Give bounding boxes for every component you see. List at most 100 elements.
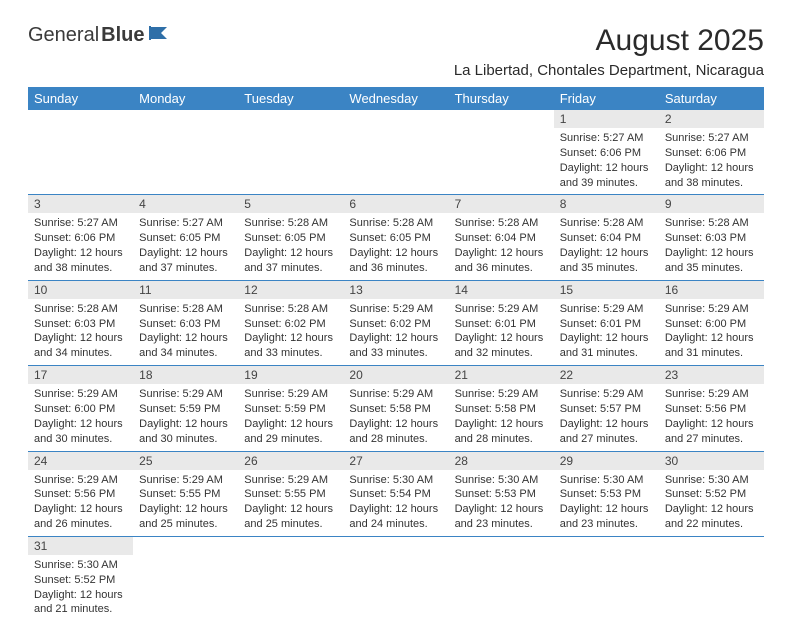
cell-line: and 37 minutes. xyxy=(244,261,337,276)
day-number: 9 xyxy=(659,195,764,213)
cell-body: Sunrise: 5:29 AMSunset: 5:55 PMDaylight:… xyxy=(133,470,238,536)
cell-line: Sunrise: 5:29 AM xyxy=(244,473,337,488)
cell-line: Sunrise: 5:29 AM xyxy=(34,387,127,402)
day-number: 7 xyxy=(449,195,554,213)
cell-line: Sunset: 6:06 PM xyxy=(665,146,758,161)
cell-line: and 36 minutes. xyxy=(455,261,548,276)
cell-line: and 38 minutes. xyxy=(665,176,758,191)
calendar-cell: 1Sunrise: 5:27 AMSunset: 6:06 PMDaylight… xyxy=(554,110,659,195)
calendar-cell: 4Sunrise: 5:27 AMSunset: 6:05 PMDaylight… xyxy=(133,195,238,280)
cell-line: Sunrise: 5:29 AM xyxy=(244,387,337,402)
cell-line: Sunrise: 5:28 AM xyxy=(455,216,548,231)
cell-line: Sunset: 6:05 PM xyxy=(244,231,337,246)
brand-part1: General xyxy=(28,24,99,47)
calendar-cell: 18Sunrise: 5:29 AMSunset: 5:59 PMDayligh… xyxy=(133,366,238,451)
cell-body: Sunrise: 5:29 AMSunset: 5:58 PMDaylight:… xyxy=(449,384,554,450)
cell-body: Sunrise: 5:29 AMSunset: 6:02 PMDaylight:… xyxy=(343,299,448,365)
calendar-cell xyxy=(449,110,554,195)
cell-line: Daylight: 12 hours xyxy=(139,502,232,517)
cell-line: Sunset: 5:55 PM xyxy=(139,487,232,502)
cell-body: Sunrise: 5:28 AMSunset: 6:03 PMDaylight:… xyxy=(133,299,238,365)
cell-body: Sunrise: 5:29 AMSunset: 6:01 PMDaylight:… xyxy=(449,299,554,365)
cell-body xyxy=(449,128,554,135)
cell-line: Sunset: 6:06 PM xyxy=(34,231,127,246)
cell-line: Sunrise: 5:29 AM xyxy=(139,387,232,402)
location-text: La Libertad, Chontales Department, Nicar… xyxy=(454,62,764,79)
cell-line: Daylight: 12 hours xyxy=(244,417,337,432)
cell-line: Sunrise: 5:29 AM xyxy=(455,387,548,402)
cell-body: Sunrise: 5:29 AMSunset: 5:56 PMDaylight:… xyxy=(659,384,764,450)
cell-line: and 25 minutes. xyxy=(244,517,337,532)
cell-body: Sunrise: 5:30 AMSunset: 5:54 PMDaylight:… xyxy=(343,470,448,536)
day-number: 17 xyxy=(28,366,133,384)
cell-line: Sunrise: 5:28 AM xyxy=(560,216,653,231)
cell-line: Sunrise: 5:29 AM xyxy=(665,302,758,317)
cell-line: and 23 minutes. xyxy=(455,517,548,532)
cell-line: Sunrise: 5:29 AM xyxy=(560,387,653,402)
calendar-cell xyxy=(343,536,448,621)
day-number: 23 xyxy=(659,366,764,384)
calendar-cell: 16Sunrise: 5:29 AMSunset: 6:00 PMDayligh… xyxy=(659,280,764,365)
cell-line: Daylight: 12 hours xyxy=(34,588,127,603)
cell-line: and 39 minutes. xyxy=(560,176,653,191)
calendar-cell: 15Sunrise: 5:29 AMSunset: 6:01 PMDayligh… xyxy=(554,280,659,365)
title-block: August 2025 La Libertad, Chontales Depar… xyxy=(454,24,764,79)
calendar-cell xyxy=(343,110,448,195)
calendar-cell: 26Sunrise: 5:29 AMSunset: 5:55 PMDayligh… xyxy=(238,451,343,536)
day-number: 12 xyxy=(238,281,343,299)
calendar-cell: 20Sunrise: 5:29 AMSunset: 5:58 PMDayligh… xyxy=(343,366,448,451)
cell-body: Sunrise: 5:27 AMSunset: 6:06 PMDaylight:… xyxy=(554,128,659,194)
cell-line: and 21 minutes. xyxy=(34,602,127,617)
cell-line: Daylight: 12 hours xyxy=(34,502,127,517)
cell-line: and 28 minutes. xyxy=(349,432,442,447)
calendar-cell xyxy=(659,536,764,621)
cell-line: and 31 minutes. xyxy=(665,346,758,361)
cell-line: Sunset: 6:05 PM xyxy=(139,231,232,246)
day-number: 5 xyxy=(238,195,343,213)
cell-line: Sunrise: 5:27 AM xyxy=(665,131,758,146)
calendar-cell xyxy=(554,536,659,621)
cell-body xyxy=(133,555,238,562)
calendar-cell xyxy=(28,110,133,195)
cell-body: Sunrise: 5:27 AMSunset: 6:05 PMDaylight:… xyxy=(133,213,238,279)
calendar-cell xyxy=(238,536,343,621)
day-number: 29 xyxy=(554,452,659,470)
calendar-cell: 12Sunrise: 5:28 AMSunset: 6:02 PMDayligh… xyxy=(238,280,343,365)
cell-body: Sunrise: 5:27 AMSunset: 6:06 PMDaylight:… xyxy=(659,128,764,194)
cell-body: Sunrise: 5:29 AMSunset: 5:59 PMDaylight:… xyxy=(238,384,343,450)
calendar-cell: 27Sunrise: 5:30 AMSunset: 5:54 PMDayligh… xyxy=(343,451,448,536)
calendar-cell: 7Sunrise: 5:28 AMSunset: 6:04 PMDaylight… xyxy=(449,195,554,280)
cell-line: Daylight: 12 hours xyxy=(455,417,548,432)
cell-line: Daylight: 12 hours xyxy=(665,161,758,176)
cell-line: Sunrise: 5:29 AM xyxy=(665,387,758,402)
header: General Blue August 2025 La Libertad, Ch… xyxy=(28,24,764,79)
cell-body: Sunrise: 5:28 AMSunset: 6:05 PMDaylight:… xyxy=(238,213,343,279)
cell-body: Sunrise: 5:29 AMSunset: 6:00 PMDaylight:… xyxy=(28,384,133,450)
cell-line: Daylight: 12 hours xyxy=(349,502,442,517)
calendar-cell: 2Sunrise: 5:27 AMSunset: 6:06 PMDaylight… xyxy=(659,110,764,195)
cell-body: Sunrise: 5:29 AMSunset: 6:00 PMDaylight:… xyxy=(659,299,764,365)
cell-line: and 24 minutes. xyxy=(349,517,442,532)
day-number: 27 xyxy=(343,452,448,470)
cell-body xyxy=(659,555,764,562)
cell-line: Daylight: 12 hours xyxy=(34,417,127,432)
cell-line: Daylight: 12 hours xyxy=(139,246,232,261)
calendar-cell: 3Sunrise: 5:27 AMSunset: 6:06 PMDaylight… xyxy=(28,195,133,280)
cell-body: Sunrise: 5:30 AMSunset: 5:53 PMDaylight:… xyxy=(449,470,554,536)
calendar-cell: 24Sunrise: 5:29 AMSunset: 5:56 PMDayligh… xyxy=(28,451,133,536)
brand-logo: General Blue xyxy=(28,24,175,47)
calendar-cell: 10Sunrise: 5:28 AMSunset: 6:03 PMDayligh… xyxy=(28,280,133,365)
cell-body xyxy=(28,128,133,135)
calendar-table: SundayMondayTuesdayWednesdayThursdayFrid… xyxy=(28,87,764,621)
cell-line: and 29 minutes. xyxy=(244,432,337,447)
day-number: 21 xyxy=(449,366,554,384)
calendar-cell: 29Sunrise: 5:30 AMSunset: 5:53 PMDayligh… xyxy=(554,451,659,536)
cell-line: Daylight: 12 hours xyxy=(665,502,758,517)
cell-line: Daylight: 12 hours xyxy=(349,417,442,432)
cell-line: and 31 minutes. xyxy=(560,346,653,361)
cell-line: Sunrise: 5:28 AM xyxy=(34,302,127,317)
day-number: 14 xyxy=(449,281,554,299)
cell-body xyxy=(343,128,448,135)
cell-line: Sunset: 5:57 PM xyxy=(560,402,653,417)
cell-body: Sunrise: 5:29 AMSunset: 5:57 PMDaylight:… xyxy=(554,384,659,450)
